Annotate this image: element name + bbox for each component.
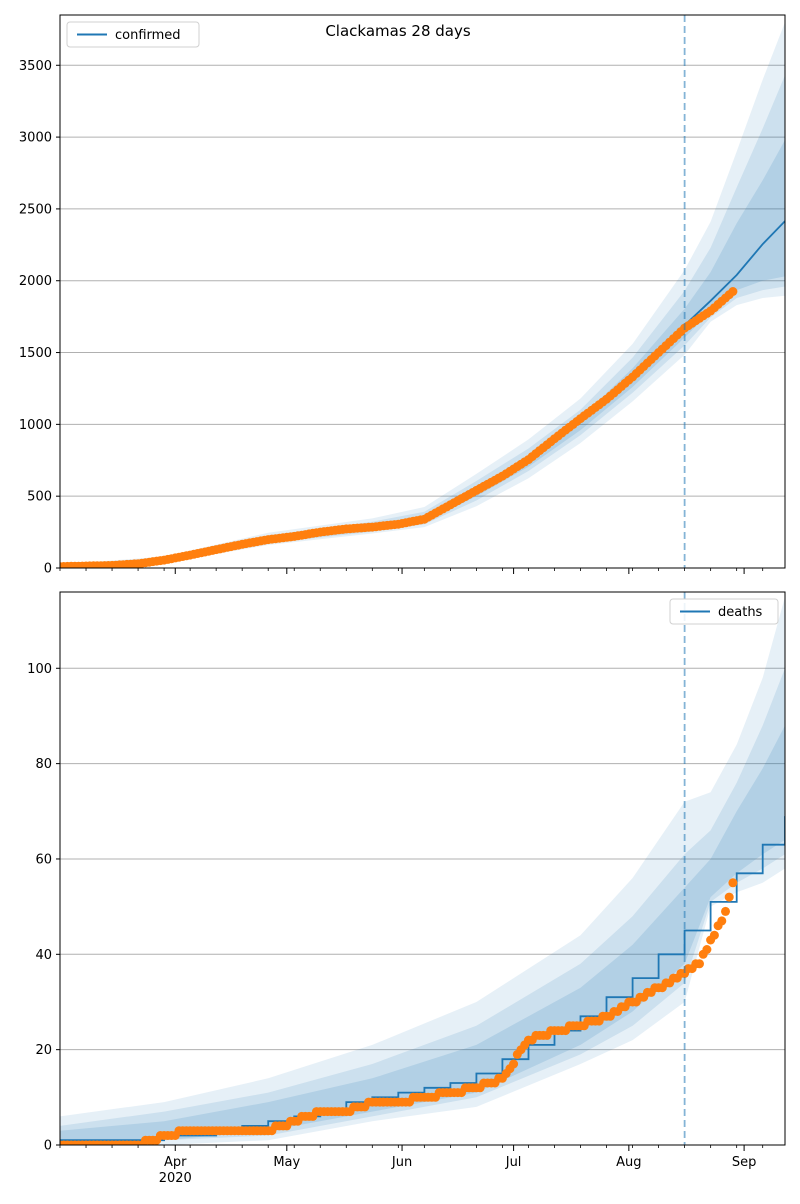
confirmed-legend-box [66,21,200,48]
confirmed-panel: 0 500 1000 1500 2000 2500 3000 3500 confirmed [19,14,786,577]
deaths-observed-point [702,945,712,954]
confirmed-y-tick-label: 2500 [19,202,52,217]
x-tick-label-jun: Jun [391,1155,412,1170]
deaths-observed-point [717,916,727,926]
confirmed-plot-area [60,22,785,568]
confirmed-y-tick-label: 500 [27,490,52,505]
confirmed-axes-frame [59,14,786,569]
deaths-observed-point [709,930,719,940]
deaths-y-tick-label: 0 [44,1139,52,1154]
deaths-observed-point [721,906,730,916]
x-year-label: 2020 [159,1171,192,1186]
deaths-y-tick-label: 40 [35,948,52,963]
deaths-plot-area [60,596,785,1145]
deaths-legend-box [669,598,779,625]
confirmed-observed-point [728,287,738,296]
confirmed-observed-points [60,287,738,568]
confirmed-legend: confirmed [66,21,200,48]
deaths-y-tick-label: 60 [35,852,52,867]
deaths-observed-point [509,1059,519,1069]
x-tick-label-may: May [273,1155,300,1170]
x-tick-label-aug: Aug [616,1155,641,1170]
x-tick-label-jul: Jul [505,1155,522,1170]
deaths-y-tick-label: 80 [35,757,52,772]
confirmed-y-tick-label: 3000 [19,131,52,146]
x-tick-label-apr: Apr [164,1155,187,1170]
confirmed-legend-label: confirmed [115,28,181,43]
confirmed-y-tick-label: 3500 [19,59,52,74]
x-tick-label-sep: Sep [732,1155,757,1170]
deaths-observed-point [728,878,738,888]
deaths-observed-point [695,959,704,969]
deaths-y-tick-label: 20 [35,1043,52,1058]
deaths-axes-frame [59,591,786,1146]
confirmed-y-tick-label: 1500 [19,346,52,361]
confirmed-y-tick-label: 1000 [19,418,52,433]
deaths-band-3 [60,725,785,1145]
deaths-observed-point [724,892,734,902]
figure-title: Clackamas 28 days [325,22,471,40]
deaths-observed-points [60,878,738,1145]
confirmed-band-1 [60,22,785,568]
deaths-legend-label: deaths [718,605,763,620]
confirmed-y-tick-label: 0 [44,562,52,577]
deaths-band-1 [60,596,785,1145]
deaths-legend: deaths [669,598,779,625]
deaths-y-tick-label: 100 [27,662,52,677]
confirmed-y-tick-label: 2000 [19,274,52,289]
deaths-band-2 [60,668,785,1145]
